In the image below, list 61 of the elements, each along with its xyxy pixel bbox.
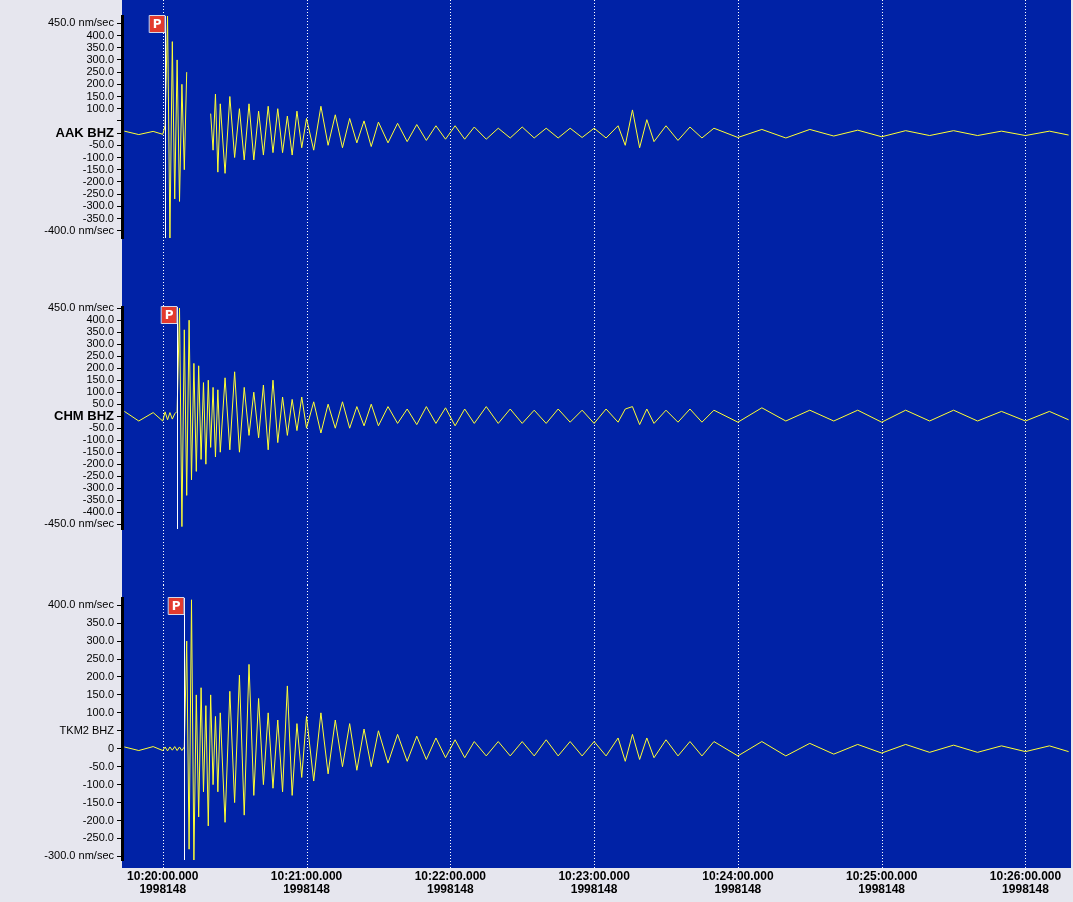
- y-tick-label: -50.0: [88, 421, 114, 434]
- ref-line-label: P: [164, 307, 174, 322]
- y-tick-label: -200.0: [82, 813, 114, 826]
- y-tick-label: -150.0: [82, 162, 114, 175]
- y-tick-label: -400.0 nm/sec: [44, 223, 115, 236]
- y-tick-label: -100.0: [82, 777, 114, 790]
- y-tick-label: 150.0: [86, 89, 114, 102]
- y-tick-label: 200.0: [86, 361, 114, 374]
- x-tick-label: 10:21:00.000 1998148: [270, 868, 343, 897]
- y-tick-label: -150.0: [82, 445, 114, 458]
- y-tick-label: 100.0: [86, 385, 114, 398]
- y-tick-label: AAK BHZ: [55, 124, 115, 140]
- x-tick-label: 10:23:00.000 1998148: [558, 868, 631, 897]
- y-tick-label: 450.0 nm/sec: [47, 16, 115, 29]
- y-tick-label: -300.0 nm/sec: [44, 849, 115, 862]
- y-tick-label: 400.0: [86, 28, 114, 41]
- y-tick-label: 400.0: [86, 313, 114, 326]
- y-tick-label: 450.0 nm/sec: [47, 301, 115, 314]
- y-tick-label: -250.0: [82, 187, 114, 200]
- y-tick-label: 50.0: [92, 397, 114, 410]
- y-tick-label: 100.0: [86, 705, 114, 718]
- y-tick-label: -200.0: [82, 174, 114, 187]
- y-tick-label: 100.0: [86, 101, 114, 114]
- y-tick-label: -200.0: [82, 457, 114, 470]
- y-tick-label: 250.0: [86, 65, 114, 78]
- y-tick-label: -250.0: [82, 831, 114, 844]
- y-tick-label: 250.0: [86, 349, 114, 362]
- x-tick-label: 10:20:00.000 1998148: [127, 868, 199, 897]
- y-tick-label: 300.0: [86, 634, 114, 647]
- y-tick-label: 250.0: [86, 652, 114, 665]
- y-tick-label: -50.0: [88, 138, 114, 151]
- y-tick-label: TKM2 BHZ: [59, 723, 115, 736]
- x-tick-label: 10:26:00.000 1998148: [989, 868, 1062, 897]
- y-tick-label: -350.0: [82, 493, 114, 506]
- y-tick-label: -100.0: [82, 433, 114, 446]
- y-tick-label: CHM BHZ: [54, 407, 115, 423]
- y-tick-label: -300.0: [82, 481, 114, 494]
- y-tick-label: 400.0 nm/sec: [47, 598, 115, 611]
- y-tick-label: 0: [107, 741, 114, 754]
- x-tick-label: 10:22:00.000 1998148: [414, 868, 487, 897]
- y-tick-label: -300.0: [82, 199, 114, 212]
- x-tick-label: 10:24:00.000 1998148: [702, 868, 774, 897]
- ref-line-label: P: [171, 598, 181, 613]
- y-tick-label: 200.0: [86, 77, 114, 90]
- y-tick-label: 350.0: [86, 40, 114, 53]
- y-tick-label: -450.0 nm/sec: [44, 517, 115, 530]
- ref-line-label: P: [152, 16, 162, 31]
- y-tick-label: 300.0: [86, 52, 114, 65]
- y-tick-label: -100.0: [82, 150, 114, 163]
- y-tick-label: -150.0: [82, 795, 114, 808]
- y-tick-label: 200.0: [86, 669, 114, 682]
- y-tick-label: 350.0: [86, 616, 114, 629]
- y-tick-label: -50.0: [88, 759, 114, 772]
- y-tick-label: 350.0: [86, 325, 114, 338]
- y-tick-label: -350.0: [82, 211, 114, 224]
- x-tick-label: 10:25:00.000 1998148: [845, 868, 918, 897]
- y-tick-label: -400.0: [82, 505, 114, 518]
- y-tick-label: -250.0: [82, 469, 114, 482]
- y-tick-label: 150.0: [86, 373, 114, 386]
- y-tick-label: 150.0: [86, 687, 114, 700]
- y-tick-label: 300.0: [86, 337, 114, 350]
